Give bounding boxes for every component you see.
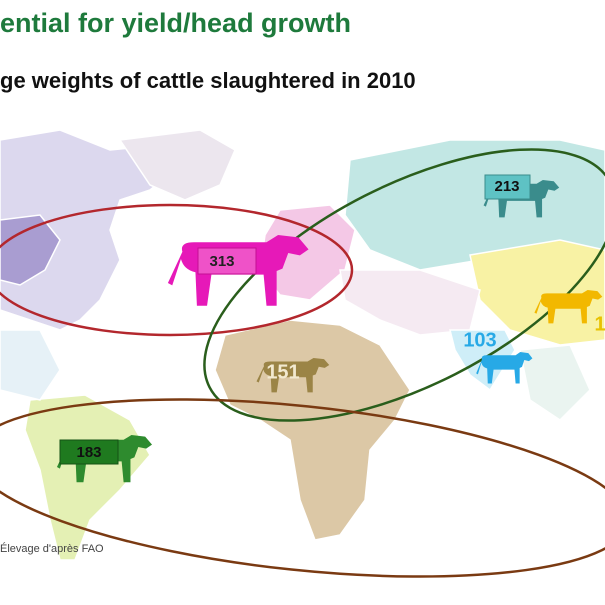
south-east-asia [519, 344, 591, 421]
label-box [484, 174, 531, 200]
weight-label: 103 [463, 329, 496, 351]
region-ellipses [0, 148, 605, 578]
greenland [118, 129, 236, 201]
slide-subtitle: ge weights of cattle slaughtered in 2010 [0, 68, 416, 93]
slide-title: ential for yield/head growth [0, 8, 351, 38]
weight-label: 151 [266, 361, 299, 383]
weight-label: 213 [494, 178, 519, 195]
ellipse-south [0, 398, 605, 578]
ellipse-asia-africa [203, 148, 605, 422]
africa [214, 319, 411, 541]
label-box [197, 247, 257, 275]
china [469, 239, 605, 346]
label-boxes [59, 174, 531, 465]
weight-label: 1 [594, 313, 605, 335]
ellipse-europe-na [0, 203, 354, 337]
source: Élevage d'après FAO [0, 542, 104, 555]
weight-label: 313 [209, 253, 234, 270]
usa [0, 214, 61, 286]
central-america [0, 329, 61, 401]
middle-east [339, 269, 481, 336]
weight-label: 183 [76, 444, 101, 461]
world-map [0, 129, 605, 561]
label-box [59, 439, 119, 465]
